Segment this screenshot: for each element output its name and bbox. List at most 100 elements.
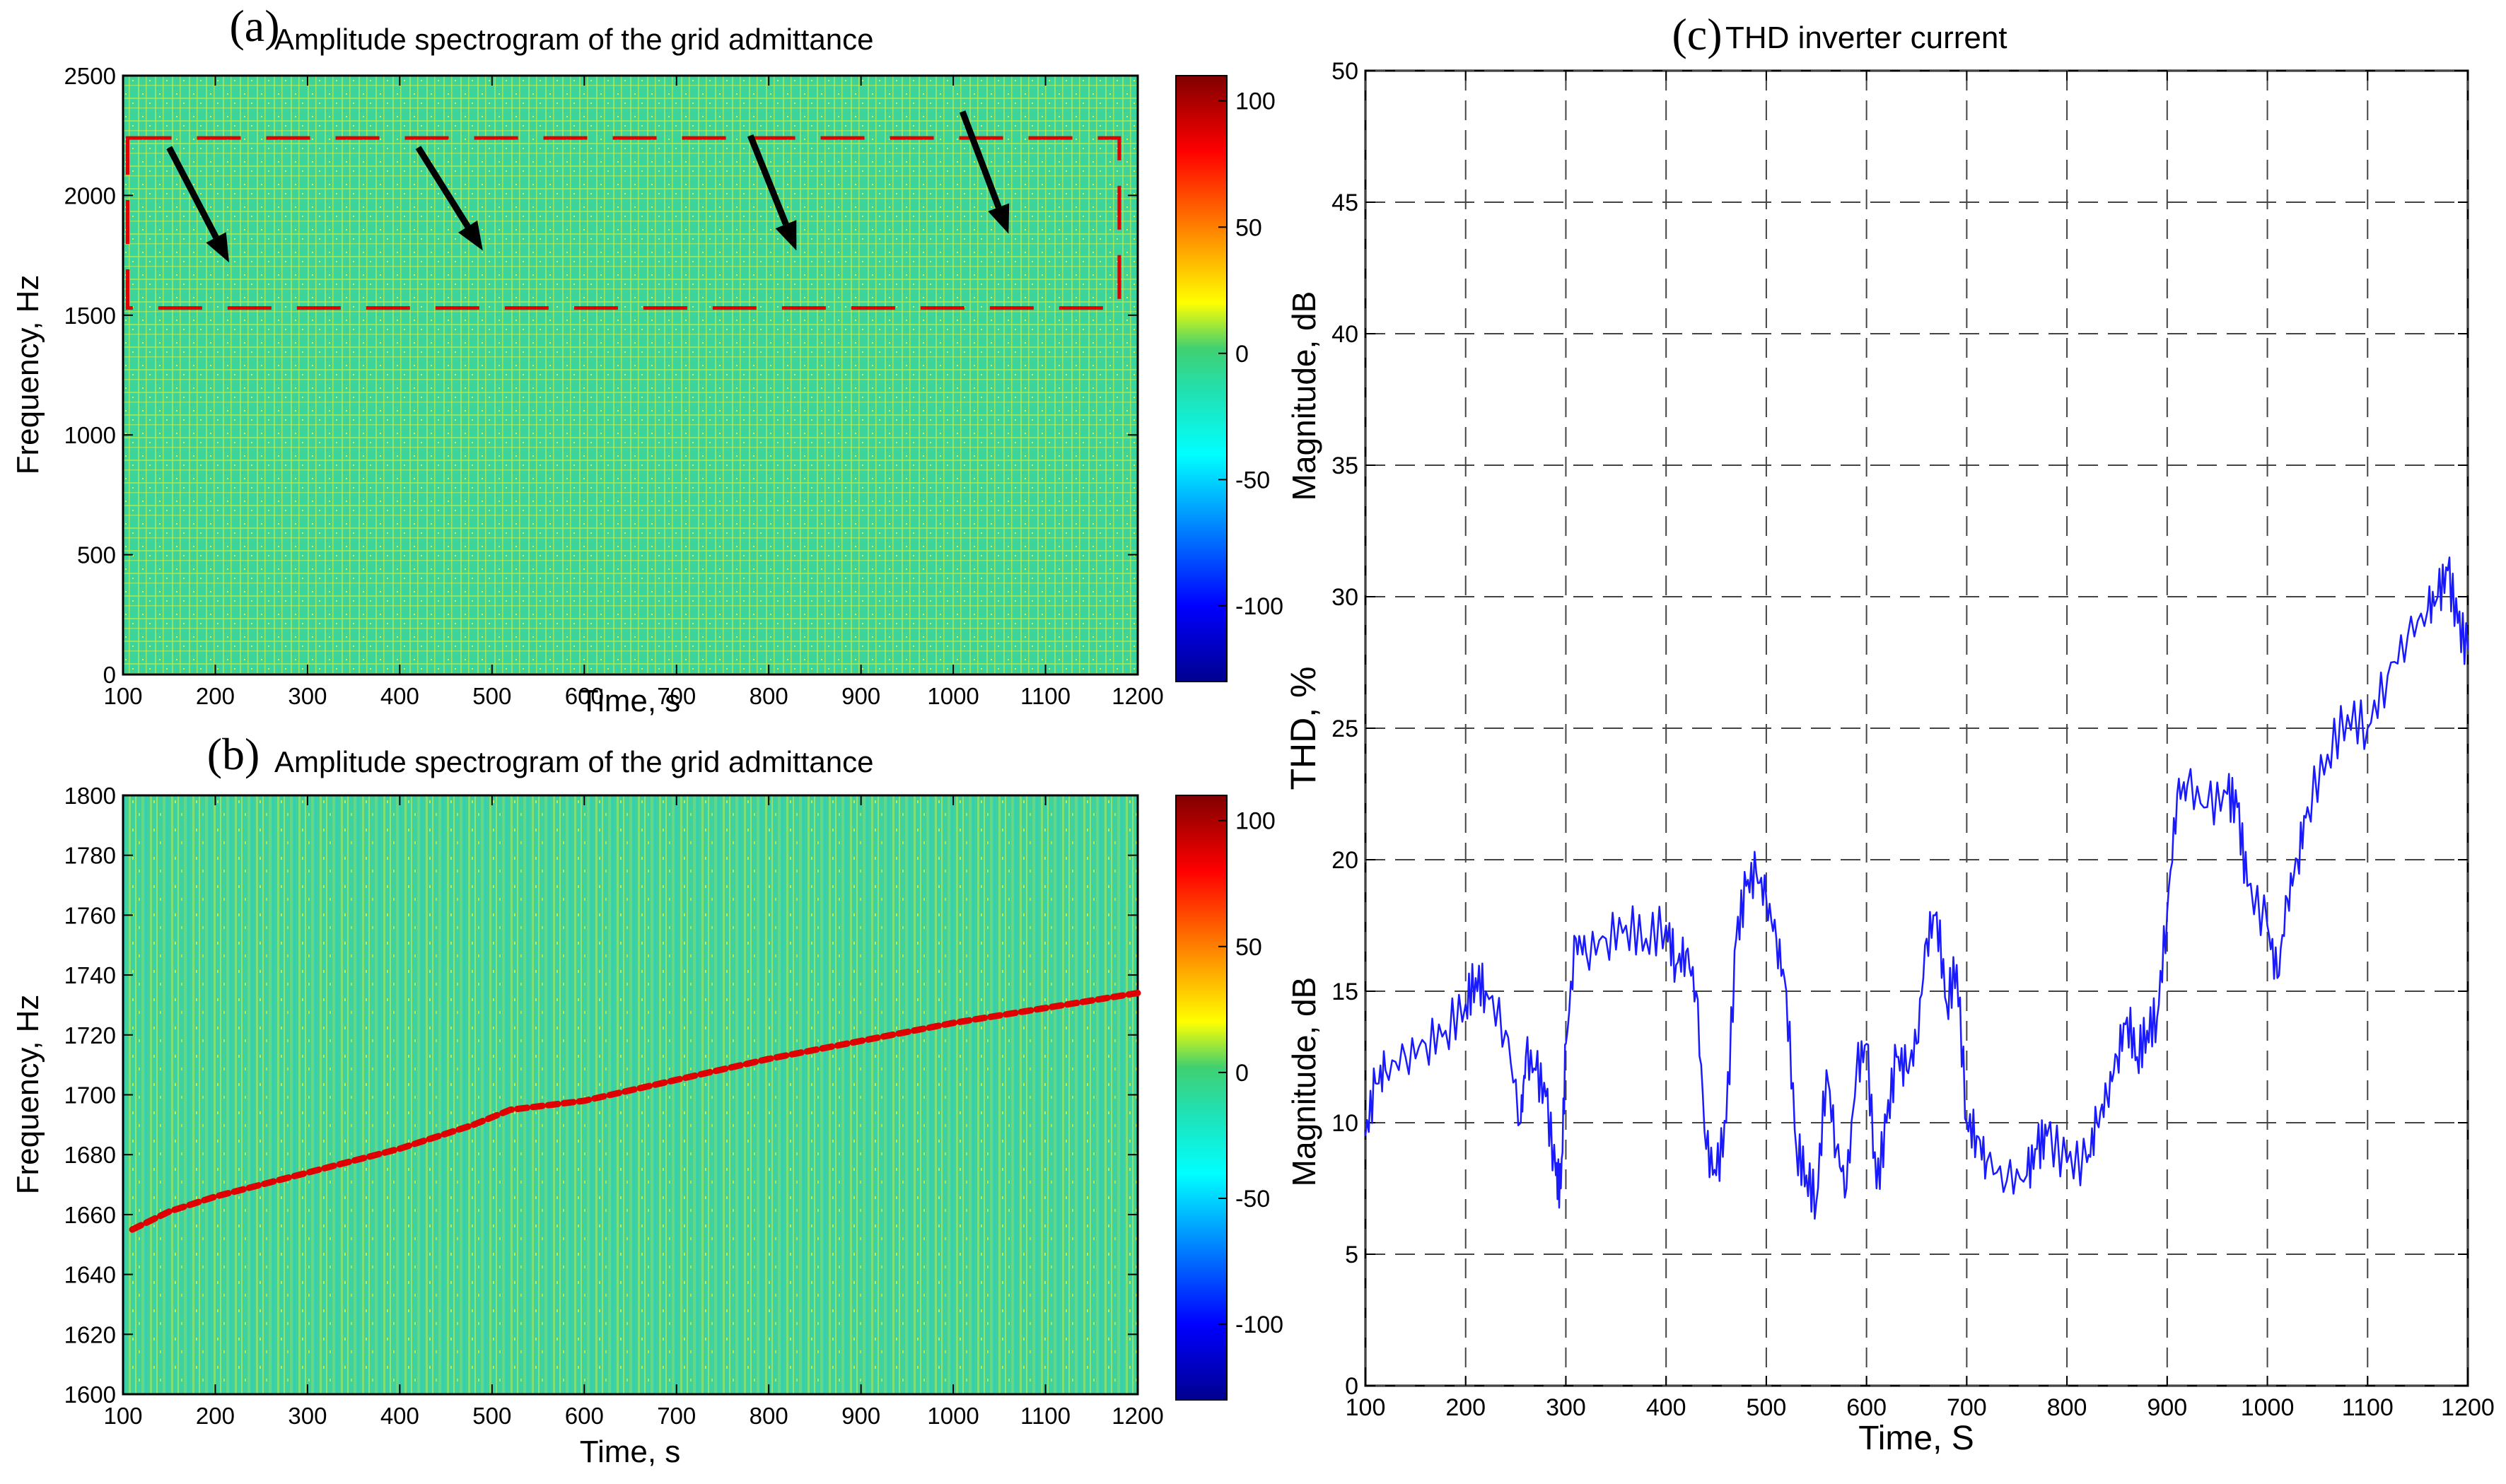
y-tick-label: 0	[1345, 1373, 1358, 1400]
x-tick-label: 1100	[1020, 1403, 1071, 1429]
colorbar-tick-label: 0	[1235, 1060, 1249, 1087]
y-tick-label: 50	[1331, 58, 1358, 85]
y-tick-label: 30	[1331, 584, 1358, 611]
x-tick-label: 1200	[1112, 683, 1163, 709]
y-tick-label: 5	[1345, 1241, 1358, 1268]
panel-c-xlabel: Time, S	[1858, 1420, 1974, 1457]
panel-b: 100 200 300 400 500 600 700 800 900 1000 1100 1200 …	[11, 729, 1283, 1469]
arrow-2	[415, 146, 471, 228]
x-tick-label: 300	[288, 1403, 327, 1429]
y-tick-label: 1600	[64, 1381, 116, 1408]
panel-c-title: THD inverter current	[1725, 21, 2007, 55]
arrow-3	[747, 134, 789, 226]
colorbar-tick-label: 100	[1235, 808, 1276, 835]
x-tick-label: 900	[841, 683, 880, 709]
colorbar-tick-label: 0	[1235, 341, 1249, 368]
x-tick-label: 800	[750, 1403, 788, 1429]
x-tick-label: 1000	[927, 1403, 979, 1429]
panel-a-title: Amplitude spectrogram of the grid admitt…	[274, 23, 873, 56]
colorbar-tick-label: -50	[1235, 467, 1270, 493]
spectrogram-a-image	[123, 76, 1138, 674]
colorbar-tick-label: 50	[1235, 214, 1262, 241]
x-tick-label: 600	[1846, 1394, 1887, 1421]
arrow-head-2	[458, 220, 483, 251]
panel-c-ylabel-upper: Magnitude, dB	[1286, 291, 1322, 501]
x-tick-label: 800	[2047, 1394, 2087, 1421]
x-tick-label: 900	[841, 1403, 880, 1429]
x-tick-label: 500	[472, 1403, 511, 1429]
panel-c: 100 200 300 400 500 600 700 800 900 1000 1100 1200 …	[1283, 9, 2495, 1457]
panel-a-ylabel: Frequency, Hz	[11, 275, 45, 475]
y-tick-label: 1660	[64, 1202, 116, 1228]
x-tick-label: 200	[196, 683, 235, 709]
y-tick-label: 1620	[64, 1321, 116, 1348]
x-tick-label: 400	[380, 1403, 419, 1429]
x-tick-label: 300	[288, 683, 327, 709]
y-tick-label: 1740	[64, 962, 116, 988]
y-tick-label: 1780	[64, 843, 116, 869]
spectrogram-b-image	[123, 795, 1138, 1394]
x-tick-label: 600	[565, 683, 604, 709]
x-tick-label: 100	[103, 683, 142, 709]
panel-a-xlabel: Time, s	[580, 684, 681, 718]
colorbar-a	[1175, 75, 1228, 682]
panel-a-letter: (a)	[229, 1, 279, 51]
panel-b-xlabel: Time, s	[580, 1435, 681, 1469]
x-tick-label: 1100	[1020, 683, 1071, 709]
panel-b-title: Amplitude spectrogram of the grid admitt…	[274, 745, 873, 778]
colorbar-tick-label: -100	[1235, 1311, 1283, 1338]
y-tick-label: 45	[1331, 189, 1358, 216]
arrow-head-4	[988, 203, 1010, 234]
colorbar-tick-label: 50	[1235, 934, 1262, 961]
y-tick-label: 20	[1331, 847, 1358, 874]
y-tick-label: 0	[103, 662, 116, 688]
colorbar-tick-label: 100	[1235, 88, 1276, 115]
x-tick-label: 400	[380, 683, 419, 709]
x-tick-label: 200	[1445, 1394, 1486, 1421]
colorbar-tick-label: -100	[1235, 593, 1283, 620]
x-tick-label: 200	[196, 1403, 235, 1429]
x-tick-label: 500	[472, 683, 511, 709]
y-tick-label: 500	[77, 542, 116, 568]
x-tick-label: 100	[103, 1403, 142, 1429]
y-tick-label: 15	[1331, 978, 1358, 1005]
arrow-head-1	[206, 232, 230, 263]
x-tick-label: 1000	[2241, 1394, 2295, 1421]
arrow-1	[166, 146, 219, 239]
panel-c-ylabel-lower: Magnitude, dB	[1286, 977, 1322, 1187]
x-tick-label: 1200	[1112, 1403, 1163, 1429]
y-tick-label: 2000	[64, 182, 116, 209]
thd-line	[1364, 556, 2469, 1220]
panel-c-ylabel-middle: THD, %	[1283, 667, 1323, 790]
x-tick-label: 300	[1546, 1394, 1586, 1421]
frequency-trend-line	[129, 990, 1141, 1233]
panel-b-ylabel: Frequency, Hz	[11, 995, 45, 1195]
panel-a: 100 200 300 400 500 600 700 800 900 1000 1100 1200 …	[11, 1, 1283, 718]
highlight-box	[126, 136, 1121, 310]
y-tick-label: 1000	[64, 422, 116, 448]
y-tick-label: 1700	[64, 1082, 116, 1109]
x-tick-label: 900	[2147, 1394, 2187, 1421]
y-tick-label: 1800	[64, 783, 116, 809]
panel-c-letter: (c)	[1672, 9, 1722, 59]
y-tick-label: 1680	[64, 1142, 116, 1168]
x-tick-label: 400	[1646, 1394, 1686, 1421]
colorbar-tick-label: -50	[1235, 1186, 1270, 1213]
panel-b-letter: (b)	[207, 729, 260, 779]
y-tick-label: 1760	[64, 902, 116, 928]
y-tick-label: 25	[1331, 715, 1358, 742]
x-tick-label: 1100	[2342, 1394, 2394, 1421]
arrow-4	[959, 110, 1002, 209]
y-tick-label: 1500	[64, 303, 116, 329]
x-tick-label: 800	[750, 683, 788, 709]
x-tick-label: 1200	[2441, 1394, 2495, 1421]
x-tick-label: 600	[565, 1403, 604, 1429]
x-tick-label: 700	[657, 1403, 696, 1429]
y-tick-label: 1640	[64, 1262, 116, 1288]
y-tick-label: 2500	[64, 63, 116, 89]
y-tick-label: 35	[1331, 452, 1358, 479]
x-tick-label: 700	[657, 683, 696, 709]
y-tick-label: 40	[1331, 321, 1358, 348]
arrow-head-3	[775, 220, 797, 251]
